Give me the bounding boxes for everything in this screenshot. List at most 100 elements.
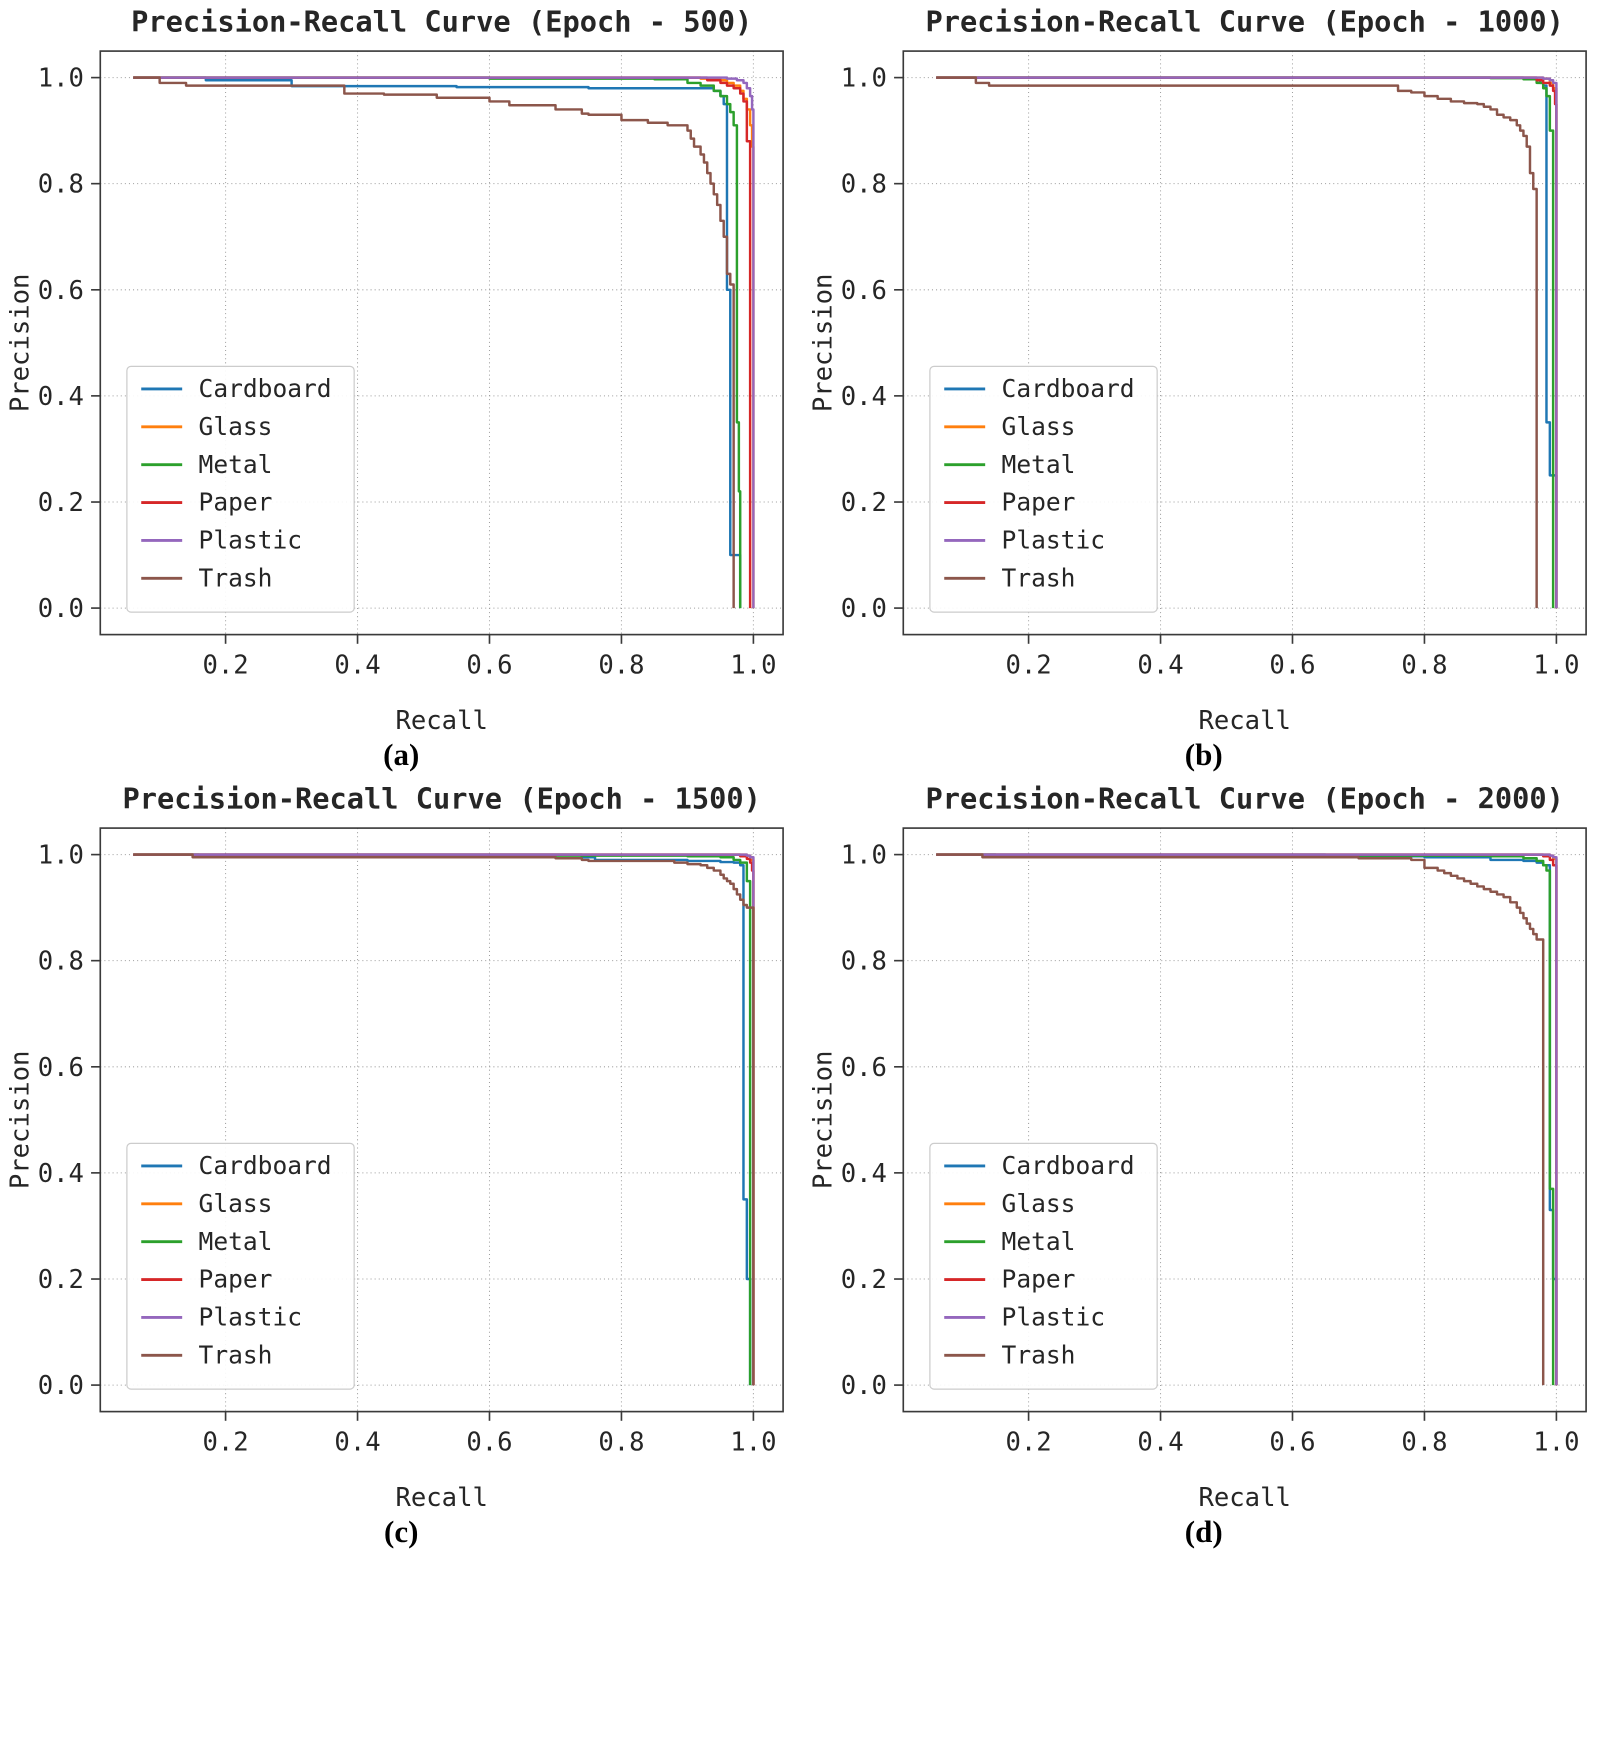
- legend-label-paper: Paper: [199, 1265, 273, 1294]
- chart-figure-epoch-500: Precision-Recall Curve (Epoch - 500) 0.2 0…: [2, 4, 801, 779]
- legend-label-cardboard: Cardboard: [199, 1151, 332, 1180]
- chart-title: Precision-Recall Curve (Epoch - 1000): [925, 5, 1563, 39]
- x-tick-label: 0.8: [1401, 1428, 1447, 1458]
- plot-frame: [901, 50, 1587, 636]
- chart-figure-epoch-1000: Precision-Recall Curve (Epoch - 1000) 0.2…: [804, 4, 1604, 779]
- y-tick-label: 0.0: [38, 1371, 84, 1401]
- x-tick-label: 0.4: [1137, 1428, 1183, 1458]
- y-tick-label: 1.0: [38, 841, 84, 871]
- legend-label-paper: Paper: [199, 488, 273, 517]
- y-tick-label: 1.0: [38, 64, 84, 94]
- subfigure-label-c: (c): [384, 1514, 419, 1550]
- legend-label-glass: Glass: [1001, 412, 1075, 441]
- y-tick-label: 0.8: [840, 170, 886, 200]
- x-tick-label: 0.4: [1137, 650, 1183, 680]
- y-tick-label: 0.2: [840, 1265, 886, 1295]
- x-axis-label: Recall: [395, 706, 487, 736]
- y-tick-label: 0.2: [38, 488, 84, 518]
- series-line-trash: [935, 76, 1538, 609]
- x-axis-label: Recall: [395, 1483, 487, 1513]
- y-tick-label: 0.8: [38, 947, 84, 977]
- pr-curve-chart-epoch-500: Precision-Recall Curve (Epoch - 500) 0.2 0…: [2, 4, 801, 744]
- y-tick-label: 0.2: [840, 488, 886, 518]
- x-tick-label: 0.2: [202, 1428, 248, 1458]
- chart-title: Precision-Recall Curve (Epoch - 1500): [123, 782, 761, 816]
- legend: [126, 1142, 355, 1390]
- legend-label-cardboard: Cardboard: [1001, 374, 1134, 403]
- chart-svg: Precision-Recall Curve (Epoch - 500) 0.2 0…: [2, 4, 801, 744]
- chart-svg: Precision-Recall Curve (Epoch - 2000) 0.2…: [804, 781, 1603, 1521]
- legend-label-cardboard: Cardboard: [1001, 1151, 1134, 1180]
- y-axis-label: Precision: [6, 274, 36, 413]
- y-tick-label: 0.0: [840, 1371, 886, 1401]
- x-tick-label: 0.8: [598, 650, 644, 680]
- x-tick-label: 0.6: [1269, 650, 1315, 680]
- legend-label-metal: Metal: [1001, 1227, 1075, 1256]
- legend-label-glass: Glass: [199, 412, 273, 441]
- series-line-trash: [935, 853, 1544, 1386]
- legend: [126, 365, 355, 613]
- legend-label-plastic: Plastic: [199, 1303, 302, 1332]
- x-tick-label: 0.6: [1269, 1428, 1315, 1458]
- x-tick-label: 1.0: [1533, 1428, 1579, 1458]
- legend-label-glass: Glass: [199, 1189, 273, 1218]
- figure-grid: Precision-Recall Curve (Epoch - 500) 0.2 0…: [2, 4, 1604, 1556]
- legend: [928, 365, 1158, 613]
- x-tick-label: 0.8: [598, 1428, 644, 1458]
- subfigure-label-a: (a): [383, 737, 420, 773]
- x-axis-label: Recall: [1198, 706, 1290, 736]
- series-line-cardboard: [133, 853, 752, 1386]
- x-tick-label: 1.0: [1533, 650, 1579, 680]
- y-tick-label: 1.0: [840, 841, 886, 871]
- series-line-metal: [133, 76, 742, 609]
- y-tick-label: 1.0: [840, 64, 886, 94]
- series-line-trash: [133, 76, 735, 609]
- y-tick-label: 0.6: [840, 1053, 886, 1083]
- y-tick-label: 0.4: [840, 1159, 886, 1189]
- pr-curve-chart-epoch-1500: Precision-Recall Curve (Epoch - 1500) 0.2…: [2, 781, 801, 1521]
- x-tick-label: 0.2: [1005, 650, 1051, 680]
- x-tick-label: 0.8: [1401, 650, 1447, 680]
- y-axis-label: Precision: [808, 1051, 838, 1190]
- plot-frame: [99, 50, 784, 636]
- x-tick-label: 0.2: [202, 650, 248, 680]
- y-tick-label: 0.6: [38, 276, 84, 306]
- series-line-plastic: [133, 76, 755, 609]
- legend-label-trash: Trash: [199, 1341, 273, 1370]
- chart-title: Precision-Recall Curve (Epoch - 2000): [925, 782, 1563, 816]
- series-line-trash: [133, 853, 755, 1386]
- series-line-paper: [133, 76, 752, 609]
- subfigure-label-b: (b): [1184, 737, 1223, 773]
- x-tick-label: 0.2: [1005, 1428, 1051, 1458]
- chart-figure-epoch-1500: Precision-Recall Curve (Epoch - 1500) 0.2…: [2, 781, 801, 1556]
- series-line-plastic: [935, 853, 1558, 1386]
- y-tick-label: 0.0: [38, 594, 84, 624]
- legend-label-paper: Paper: [1001, 1265, 1075, 1294]
- x-tick-label: 1.0: [730, 650, 776, 680]
- legend-label-plastic: Plastic: [199, 526, 302, 555]
- y-tick-label: 0.2: [38, 1265, 84, 1295]
- series-line-plastic: [935, 76, 1558, 609]
- pr-curve-chart-epoch-2000: Precision-Recall Curve (Epoch - 2000) 0.2…: [804, 781, 1604, 1521]
- legend-label-metal: Metal: [1001, 450, 1075, 479]
- pr-curve-chart-epoch-1000: Precision-Recall Curve (Epoch - 1000) 0.2…: [804, 4, 1604, 744]
- legend-label-metal: Metal: [199, 450, 273, 479]
- y-tick-label: 0.4: [38, 382, 84, 412]
- y-tick-label: 0.8: [38, 170, 84, 200]
- y-tick-label: 0.6: [840, 276, 886, 306]
- legend-label-trash: Trash: [1001, 1341, 1075, 1370]
- legend-label-trash: Trash: [1001, 563, 1075, 592]
- y-tick-label: 0.6: [38, 1053, 84, 1083]
- legend: [928, 1142, 1158, 1390]
- subfigure-label-d: (d): [1184, 1514, 1223, 1550]
- legend-label-metal: Metal: [199, 1227, 273, 1256]
- x-tick-label: 1.0: [730, 1428, 776, 1458]
- legend-label-plastic: Plastic: [1001, 526, 1104, 555]
- y-tick-label: 0.0: [840, 594, 886, 624]
- x-tick-label: 0.6: [466, 650, 512, 680]
- x-tick-label: 0.4: [334, 1428, 380, 1458]
- legend-label-glass: Glass: [1001, 1189, 1075, 1218]
- plot-frame: [99, 827, 784, 1413]
- chart-title: Precision-Recall Curve (Epoch - 500): [131, 5, 752, 39]
- y-tick-label: 0.4: [38, 1159, 84, 1189]
